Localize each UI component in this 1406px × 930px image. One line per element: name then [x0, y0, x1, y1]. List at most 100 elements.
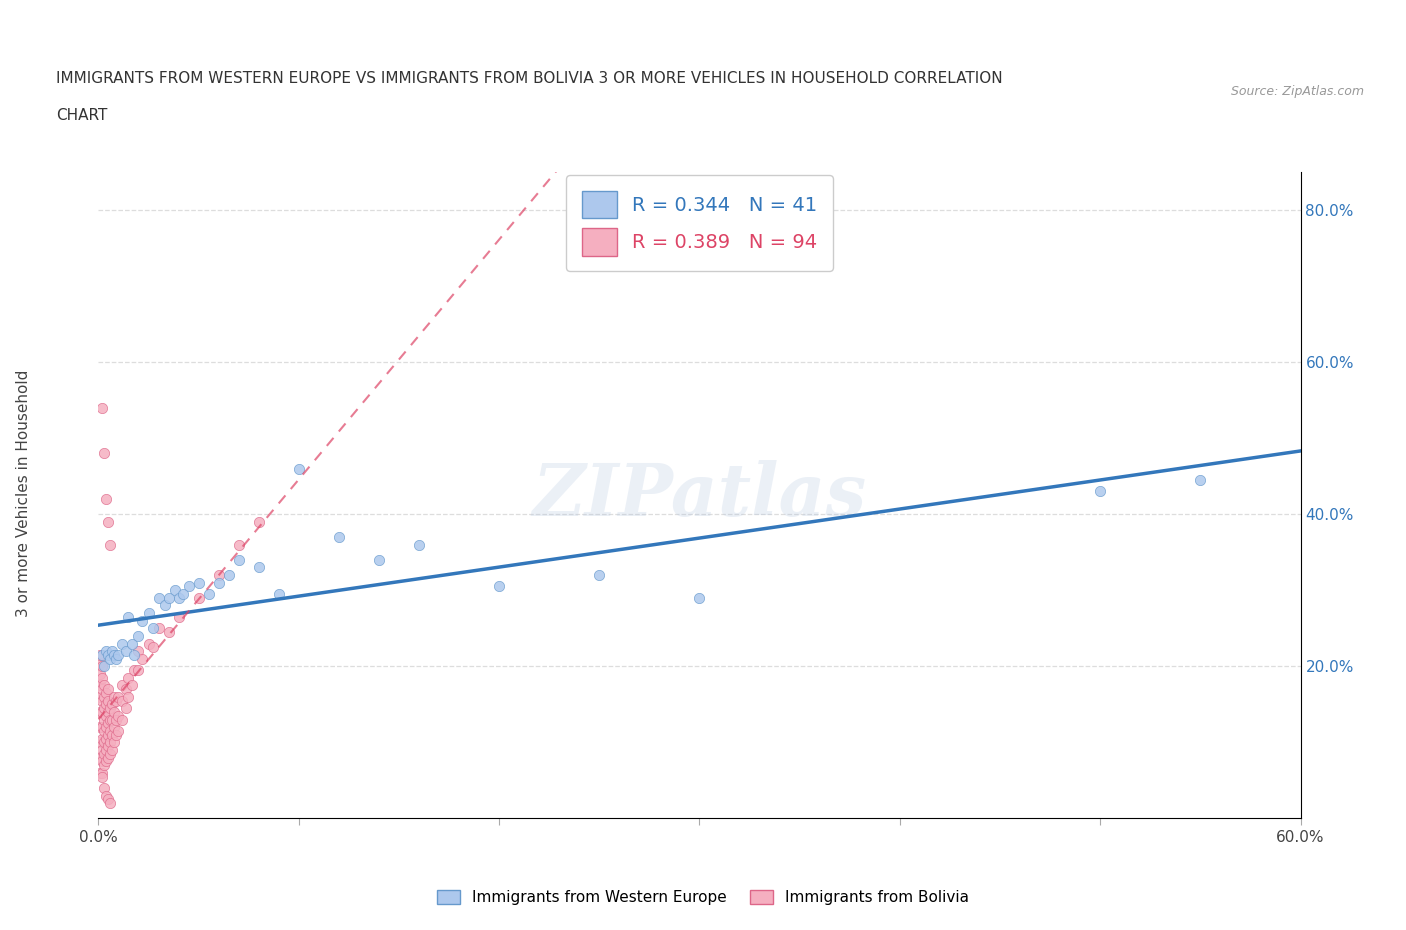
Point — [103, 647, 125, 662]
Point — [101, 742, 124, 757]
Point — [89, 667, 111, 682]
Point — [96, 685, 118, 700]
Point — [89, 689, 111, 704]
Point — [97, 751, 120, 765]
Point — [128, 644, 150, 658]
Point — [100, 712, 122, 727]
Text: IMMIGRANTS FROM WESTERN EUROPE VS IMMIGRANTS FROM BOLIVIA 3 OR MORE VEHICLES IN : IMMIGRANTS FROM WESTERN EUROPE VS IMMIGR… — [56, 72, 1002, 86]
Point — [101, 712, 124, 727]
Point — [103, 705, 125, 720]
Point — [111, 678, 134, 693]
Point — [368, 552, 391, 567]
Point — [117, 671, 139, 685]
Point — [97, 738, 120, 753]
Point — [97, 716, 120, 731]
Point — [100, 651, 122, 666]
Point — [138, 636, 160, 651]
Point — [163, 583, 186, 598]
Point — [121, 678, 143, 693]
Point — [89, 765, 111, 780]
Point — [1189, 472, 1212, 487]
Point — [91, 742, 114, 757]
Point — [111, 693, 134, 708]
Point — [96, 644, 118, 658]
Point — [588, 567, 610, 582]
Point — [187, 576, 209, 591]
Point — [93, 724, 115, 738]
Point — [218, 567, 240, 582]
Point — [91, 731, 114, 746]
Point — [93, 758, 115, 773]
Point — [131, 613, 153, 628]
Point — [115, 644, 138, 658]
Point — [148, 591, 170, 605]
Point — [89, 647, 111, 662]
Point — [100, 724, 122, 738]
Point — [117, 689, 139, 704]
Point — [91, 705, 114, 720]
Point — [93, 678, 115, 693]
Point — [101, 727, 124, 742]
Point — [91, 682, 114, 697]
Point — [115, 700, 138, 715]
Point — [93, 689, 115, 704]
Point — [105, 712, 128, 727]
Point — [208, 576, 231, 591]
Point — [96, 731, 118, 746]
Point — [97, 792, 120, 807]
Point — [91, 658, 114, 673]
Point — [167, 591, 190, 605]
Point — [107, 647, 129, 662]
Point — [97, 693, 120, 708]
Point — [101, 644, 124, 658]
Point — [208, 567, 231, 582]
Point — [89, 705, 111, 720]
Point — [96, 754, 118, 769]
Point — [131, 651, 153, 666]
Point — [138, 605, 160, 620]
Point — [97, 705, 120, 720]
Point — [97, 647, 120, 662]
Point — [97, 514, 120, 529]
Point — [93, 712, 115, 727]
Point — [96, 697, 118, 711]
Point — [100, 746, 122, 761]
Point — [488, 579, 510, 594]
Point — [100, 700, 122, 715]
Point — [111, 712, 134, 727]
Point — [124, 647, 146, 662]
Point — [1088, 484, 1111, 498]
Point — [100, 538, 122, 552]
Point — [172, 587, 194, 602]
Point — [97, 682, 120, 697]
Point — [228, 552, 250, 567]
Point — [689, 591, 711, 605]
Point — [93, 735, 115, 750]
Point — [107, 689, 129, 704]
Point — [105, 651, 128, 666]
Point — [167, 609, 190, 624]
Point — [100, 796, 122, 811]
Point — [100, 735, 122, 750]
Point — [93, 658, 115, 673]
Point — [103, 720, 125, 735]
Point — [89, 751, 111, 765]
Point — [89, 678, 111, 693]
Point — [91, 754, 114, 769]
Point — [93, 780, 115, 795]
Point — [89, 735, 111, 750]
Point — [89, 720, 111, 735]
Point — [177, 579, 200, 594]
Point — [247, 560, 270, 575]
Point — [288, 461, 311, 476]
Point — [267, 587, 290, 602]
Point — [91, 693, 114, 708]
Legend: R = 0.344   N = 41, R = 0.389   N = 94: R = 0.344 N = 41, R = 0.389 N = 94 — [567, 176, 832, 272]
Point — [157, 625, 180, 640]
Point — [91, 769, 114, 784]
Point — [124, 663, 146, 678]
Point — [187, 591, 209, 605]
Point — [93, 700, 115, 715]
Point — [91, 720, 114, 735]
Point — [117, 609, 139, 624]
